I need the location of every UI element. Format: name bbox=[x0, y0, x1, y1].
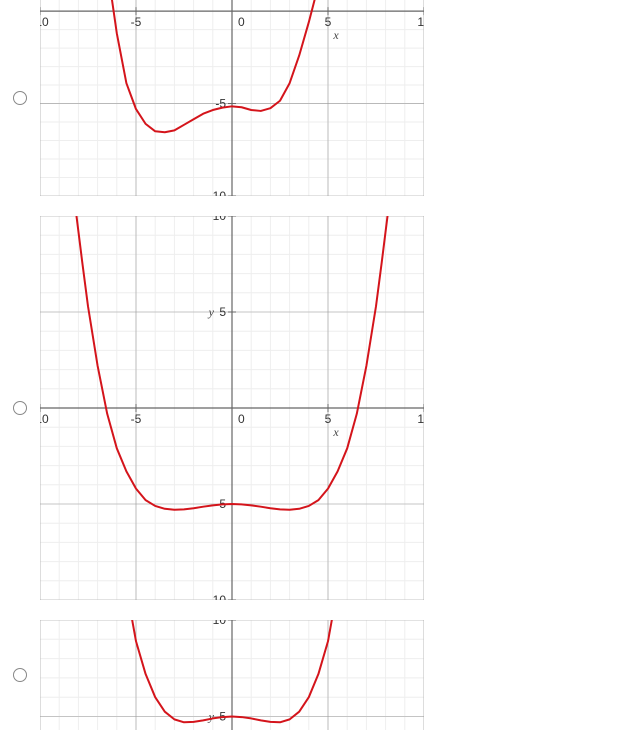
chart-option-row: 510y bbox=[0, 620, 637, 730]
chart-container: 510y bbox=[40, 620, 424, 730]
y-axis-label: y bbox=[208, 305, 215, 319]
y-axis-label: y bbox=[208, 709, 215, 723]
chart-plot: -10-50510-10-5510xy bbox=[40, 216, 424, 600]
radio-button[interactable] bbox=[13, 668, 27, 682]
x-tick-label: 10 bbox=[417, 15, 424, 29]
x-axis-label: x bbox=[332, 28, 339, 42]
x-tick-label: 5 bbox=[325, 412, 332, 426]
x-tick-label: 0 bbox=[238, 412, 245, 426]
y-tick-label: 5 bbox=[219, 305, 226, 319]
x-tick-label: -5 bbox=[131, 412, 142, 426]
chart-plot: 510y bbox=[40, 620, 424, 730]
y-tick-label: 10 bbox=[213, 620, 227, 627]
x-tick-label: 10 bbox=[417, 412, 424, 426]
x-tick-label: -10 bbox=[40, 15, 49, 29]
chart-option-row: -10-50510-10-5xy bbox=[0, 0, 637, 196]
chart-option-row: -10-50510-10-5510xy bbox=[0, 216, 637, 600]
radio-button[interactable] bbox=[13, 91, 27, 105]
x-tick-label: 5 bbox=[325, 15, 332, 29]
y-tick-label: 10 bbox=[213, 216, 227, 223]
x-tick-label: -5 bbox=[131, 15, 142, 29]
radio-button[interactable] bbox=[13, 401, 27, 415]
chart-container: -10-50510-10-5xy bbox=[40, 0, 424, 196]
chart-container: -10-50510-10-5510xy bbox=[40, 216, 424, 600]
x-axis-label: x bbox=[332, 425, 339, 439]
y-tick-label: -10 bbox=[209, 593, 227, 600]
y-tick-label: -10 bbox=[209, 189, 227, 196]
chart-plot: -10-50510-10-5xy bbox=[40, 0, 424, 196]
x-tick-label: -10 bbox=[40, 412, 49, 426]
x-tick-label: 0 bbox=[238, 15, 245, 29]
